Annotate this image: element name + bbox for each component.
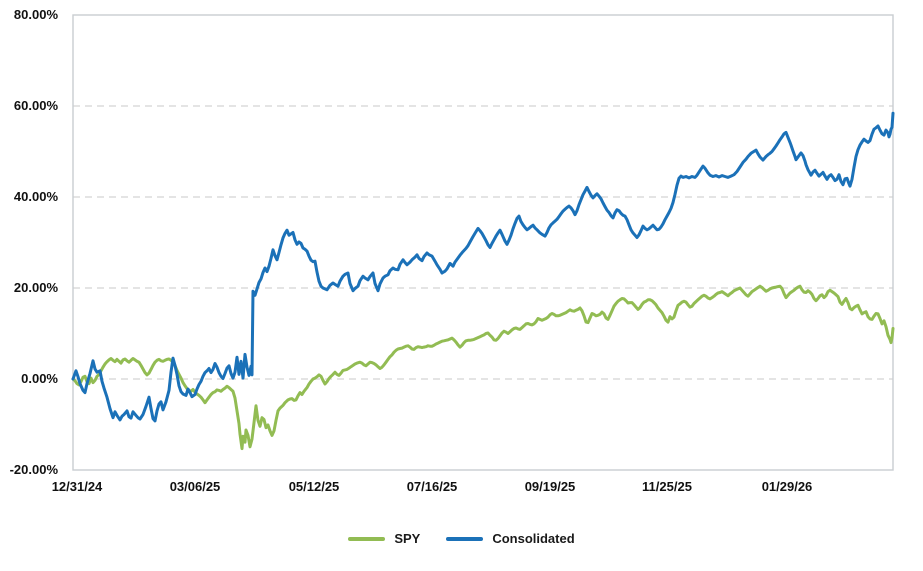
y-axis-tick-label: 20.00%: [13, 280, 58, 295]
x-axis-tick-label: 01/29/26: [761, 479, 813, 494]
legend-item-spy[interactable]: SPY: [348, 531, 420, 546]
plot-border: [72, 14, 894, 471]
legend-label-spy: SPY: [394, 531, 421, 546]
y-axis-tick-label: 80.00%: [13, 7, 58, 22]
y-axis-tick-label: -20.00%: [9, 462, 58, 477]
legend-label-consolidated: Consolidated: [492, 531, 575, 546]
legend-item-consolidated[interactable]: Consolidated: [446, 531, 575, 546]
x-axis-tick-label: 09/19/25: [524, 479, 576, 494]
chart-legend: SPY Consolidated: [0, 531, 923, 546]
x-axis-tick-label: 11/25/25: [642, 479, 692, 494]
x-axis-tick-label: 12/31/24: [51, 479, 103, 494]
spy-line-swatch: [348, 536, 386, 541]
series-line-spy: [71, 284, 895, 451]
x-axis-tick-label: 07/16/25: [406, 479, 458, 494]
y-axis-tick-label: 60.00%: [13, 98, 58, 113]
y-axis-tick-label: 40.00%: [13, 189, 58, 204]
y-axis-tick-label: 0.00%: [21, 371, 58, 386]
series-line-consolidated: [71, 111, 895, 423]
x-axis-tick-label: 05/12/25: [288, 479, 340, 494]
consolidated-line-swatch: [446, 536, 484, 541]
x-axis-tick-label: 03/06/25: [169, 479, 221, 494]
